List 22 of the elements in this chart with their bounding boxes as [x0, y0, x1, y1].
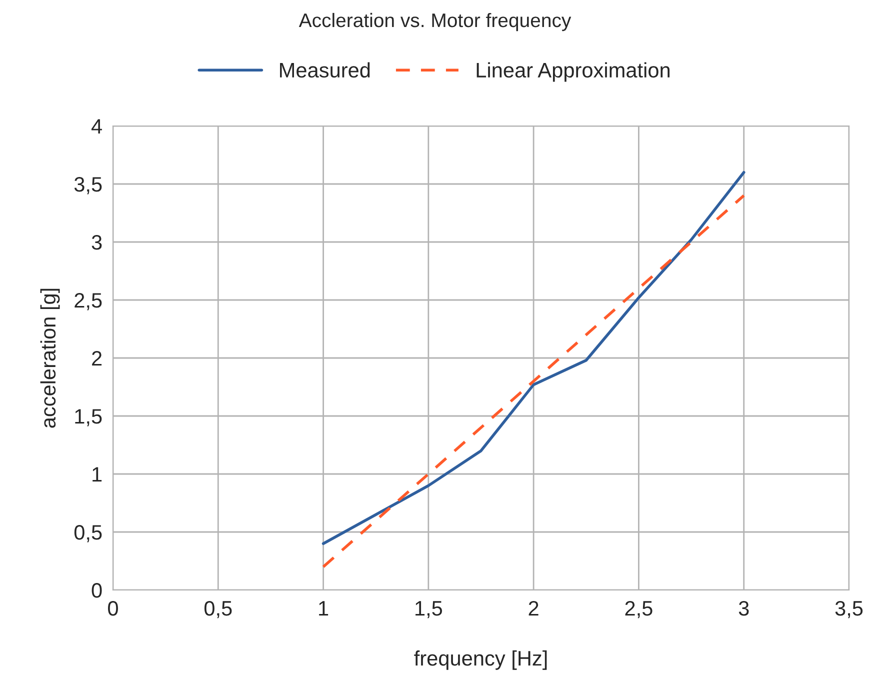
x-tick-label: 1,5 — [416, 601, 442, 618]
y-tick-label: 3 — [92, 235, 102, 250]
y-tick-label: 2,5 — [74, 293, 102, 310]
x-tick-label: 0 — [108, 600, 118, 616]
x-tick-label: 1 — [319, 601, 328, 616]
y-tick-label: 0,5 — [74, 525, 102, 542]
x-tick-label: 2 — [528, 600, 538, 616]
legend-label: Linear Approximation — [476, 62, 670, 82]
y-tick-label: 1 — [92, 467, 102, 482]
x-tick-label: 0,5 — [204, 600, 232, 618]
y-tick-label: 0 — [92, 583, 102, 598]
y-tick-label: 1,5 — [75, 409, 102, 426]
chart-title: Accleration vs. Motor frequency — [298, 12, 572, 32]
x-axis-title: frequency [Hz] — [414, 650, 547, 670]
y-tick-label: 3,5 — [74, 177, 102, 194]
x-tick-label: 2,5 — [625, 600, 652, 618]
x-tick-label: 3 — [738, 600, 749, 616]
y-tick-label: 4 — [91, 119, 102, 134]
y-axis-title: acceleration [g] — [40, 288, 60, 428]
x-tick-label: 3,5 — [835, 600, 863, 618]
y-tick-label: 2 — [92, 351, 102, 366]
legend-label: Measured — [280, 62, 370, 78]
